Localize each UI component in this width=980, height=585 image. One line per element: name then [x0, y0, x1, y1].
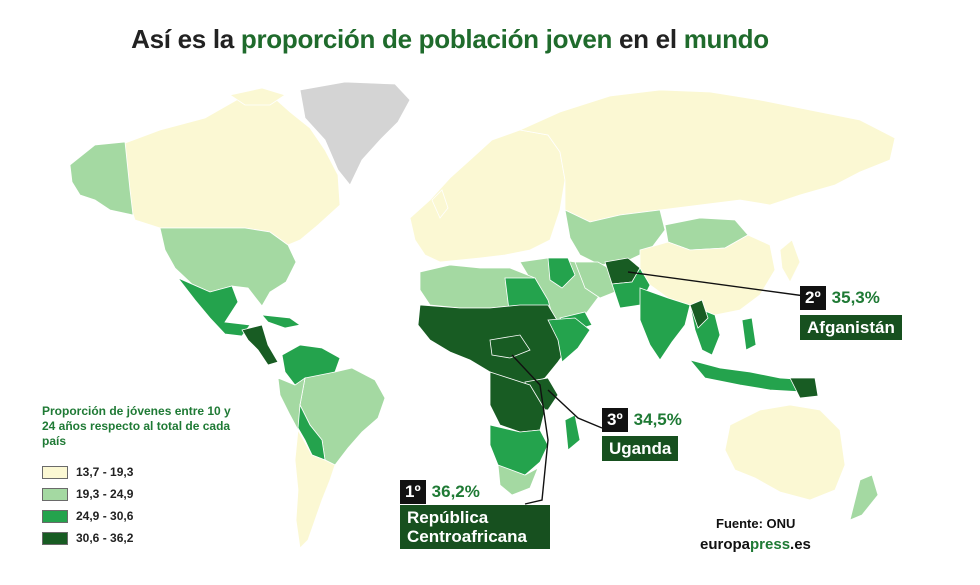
greenland	[299, 81, 411, 186]
leader-line-first	[511, 354, 549, 505]
madagascar	[564, 414, 581, 451]
callout-third: 3º 34,5%	[602, 408, 682, 432]
india	[639, 287, 691, 361]
page-title: Así es la proporción de población joven …	[0, 24, 900, 55]
rank-badge: 2º	[800, 286, 826, 310]
central-african-republic	[489, 334, 531, 359]
arctic-islands	[228, 87, 286, 106]
leader-line-second	[627, 271, 806, 297]
mexico	[177, 277, 251, 337]
alaska	[69, 141, 134, 216]
legend-item: 19,3 - 24,9	[42, 486, 133, 502]
china	[639, 234, 776, 316]
legend-swatch	[42, 465, 68, 479]
brand-part-3: .es	[790, 536, 811, 553]
philippines	[741, 317, 757, 351]
country-label-uganda: Uganda	[602, 436, 679, 461]
legend-item: 30,6 - 36,2	[42, 530, 133, 546]
united-kingdom	[431, 189, 449, 219]
percent-value: 34,5%	[633, 410, 682, 429]
brand-part-1: europa	[700, 536, 751, 553]
rank-badge: 1º	[400, 480, 426, 504]
callout-second: 2º 35,3%	[800, 286, 880, 310]
south-africa	[497, 464, 539, 496]
horn-of-africa	[547, 317, 591, 363]
new-zealand	[849, 474, 879, 521]
legend-item: 13,7 - 19,3	[42, 464, 133, 480]
central-america	[241, 324, 279, 366]
legend-label: 24,9 - 30,6	[76, 509, 134, 523]
country-label-afghanistan: Afganistán	[800, 315, 902, 340]
iraq	[547, 257, 576, 289]
percent-value: 36,2%	[431, 482, 480, 501]
legend-title: Proporción de jóvenes entre 10 y 24 años…	[42, 404, 231, 448]
argentina-chile	[294, 428, 336, 549]
legend-label: 19,3 - 24,9	[76, 487, 134, 501]
brand-part-2: press	[750, 536, 791, 553]
legend-swatch	[42, 487, 68, 501]
caribbean	[261, 314, 301, 329]
percent-value: 35,3%	[831, 288, 880, 307]
leader-line-third	[547, 389, 603, 429]
legend-swatch	[42, 509, 68, 523]
legend-label: 13,7 - 19,3	[76, 465, 134, 479]
country-label-central-african-republic: República Centroafricana	[400, 505, 550, 549]
legend-swatch	[42, 531, 68, 545]
source-label: Fuente: ONU	[716, 516, 796, 531]
callout-first: 1º 36,2%	[400, 480, 480, 504]
papua	[789, 377, 819, 399]
brand-logo: europapress.es	[700, 536, 811, 553]
title-part-4: mundo	[683, 24, 769, 54]
title-part-2: proporción de población joven	[240, 24, 613, 54]
rank-badge: 3º	[602, 408, 628, 432]
united-states	[159, 227, 297, 307]
legend-label: 30,6 - 36,2	[76, 531, 134, 545]
russia	[518, 89, 896, 223]
europe	[409, 129, 566, 263]
myanmar-laos	[689, 299, 709, 329]
japan-korea	[779, 239, 801, 283]
southern-africa	[489, 424, 549, 479]
australia	[724, 404, 846, 501]
title-part-3: en el	[612, 24, 684, 54]
indonesia	[688, 359, 811, 393]
title-part-1: Así es la	[131, 24, 241, 54]
legend-item: 24,9 - 30,6	[42, 508, 133, 524]
